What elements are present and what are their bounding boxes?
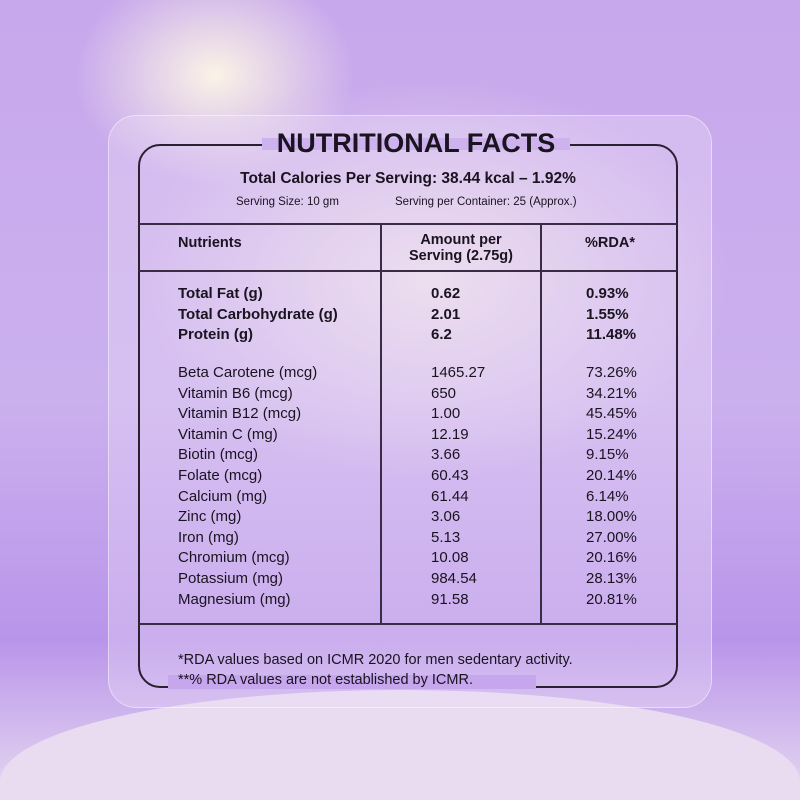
table-row: Zinc (mg) 3.06 18.00%	[140, 508, 676, 528]
nutrient-rda: 20.81%	[586, 590, 637, 608]
table-row: Vitamin B6 (mcg) 650 34.21%	[140, 385, 676, 405]
header-rda: %RDA*	[585, 235, 635, 251]
nutrient-rda: 18.00%	[586, 508, 637, 526]
nutrient-amount: 984.54	[431, 570, 477, 587]
table-row: Magnesium (mg) 91.58 20.81%	[140, 591, 676, 611]
page-title: NUTRITIONAL FACTS	[276, 128, 556, 158]
nutrient-amount: 3.66	[431, 446, 461, 464]
nutrient-rda: 73.26%	[586, 364, 637, 381]
nutrient-name: Beta Carotene (mcg)	[178, 364, 318, 381]
table-row: Potassium (mg) 984.54 28.13%	[140, 570, 676, 590]
nutrient-name: Folate (mcg)	[178, 467, 263, 484]
header-amount-line1: Amount per	[420, 232, 502, 248]
nutrient-amount: 1465.27	[431, 364, 486, 381]
nutrient-amount: 60.43	[431, 467, 469, 484]
nutrient-name: Magnesium (mg)	[178, 590, 291, 608]
footnote-2: **% RDA values are not established by IC…	[178, 672, 473, 688]
nutrient-amount: 91.58	[431, 590, 469, 608]
nutrient-amount: 61.44	[431, 487, 469, 505]
nutrient-amount: 650	[431, 384, 457, 402]
serving-size: Serving Size: 10 gm	[236, 196, 339, 208]
nutrient-rda: 9.15%	[586, 446, 629, 464]
nutrient-amount: 6.2	[431, 326, 452, 344]
table-row: Beta Carotene (mcg) 1465.27 73.26%	[140, 364, 676, 384]
divider	[139, 270, 677, 272]
nutrient-rda: 34.21%	[586, 384, 637, 402]
footnote-1: *RDA values based on ICMR 2020 for men s…	[178, 652, 573, 668]
column-divider	[380, 224, 382, 624]
table-row: Total Fat (g) 0.62 0.93%	[140, 285, 676, 305]
table-row: Folate (mcg) 60.43 20.14%	[140, 467, 676, 487]
table-row: Biotin (mcg) 3.66 9.15%	[140, 446, 676, 466]
nutrient-name: Potassium (mg)	[178, 570, 284, 587]
table-row: Calcium (mg) 61.44 6.14%	[140, 488, 676, 508]
nutrient-name: Vitamin C (mg)	[178, 425, 278, 443]
nutrient-name: Zinc (mg)	[178, 508, 242, 526]
footnote-gap	[168, 675, 536, 689]
nutrient-name: Total Carbohydrate (g)	[178, 305, 338, 323]
nutrient-rda: 20.14%	[586, 467, 637, 484]
nutrient-name: Chromium (mcg)	[178, 549, 290, 567]
nutrient-amount: 12.19	[431, 425, 469, 443]
serving-per-container: Serving per Container: 25 (Approx.)	[395, 196, 577, 208]
header-amount-line2: Serving (2.75g)	[409, 248, 513, 264]
table-row: Total Carbohydrate (g) 2.01 1.55%	[140, 306, 676, 326]
total-calories: Total Calories Per Serving: 38.44 kcal –…	[240, 170, 576, 187]
label-card	[108, 115, 712, 708]
nutrient-name: Iron (mg)	[178, 528, 239, 546]
nutrient-rda: 20.16%	[586, 549, 637, 567]
nutrient-amount: 0.62	[431, 285, 461, 302]
nutrient-name: Vitamin B6 (mcg)	[178, 384, 293, 402]
table-row: Chromium (mcg) 10.08 20.16%	[140, 549, 676, 569]
divider	[139, 223, 677, 225]
header-nutrients: Nutrients	[178, 235, 242, 251]
nutrient-amount: 3.06	[431, 508, 461, 526]
nutrient-rda: 28.13%	[586, 570, 637, 587]
nutrient-name: Protein (g)	[178, 326, 253, 344]
nutrient-name: Vitamin B12 (mcg)	[178, 405, 302, 423]
nutrient-rda: 1.55%	[586, 305, 629, 323]
header-amount: Amount per Serving (2.75g)	[382, 232, 540, 264]
nutrient-rda: 6.14%	[586, 487, 629, 505]
column-divider	[540, 224, 542, 624]
table-row: Vitamin C (mg) 12.19 15.24%	[140, 426, 676, 446]
nutrient-rda: 0.93%	[586, 285, 629, 302]
nutrient-name: Biotin (mcg)	[178, 446, 259, 464]
nutrient-rda: 27.00%	[586, 528, 637, 546]
nutrient-amount: 5.13	[431, 528, 461, 546]
table-row: Vitamin B12 (mcg) 1.00 45.45%	[140, 405, 676, 425]
table-row: Iron (mg) 5.13 27.00%	[140, 529, 676, 549]
divider	[139, 623, 677, 625]
table-row: Protein (g) 6.2 11.48%	[140, 326, 676, 346]
nutrient-amount: 10.08	[431, 549, 469, 567]
nutrient-rda: 45.45%	[586, 405, 637, 423]
nutrient-amount: 2.01	[431, 305, 461, 323]
nutrient-rda: 15.24%	[586, 425, 637, 443]
nutrient-rda: 11.48%	[586, 326, 637, 344]
nutrient-amount: 1.00	[431, 405, 461, 423]
nutrient-name: Calcium (mg)	[178, 487, 268, 505]
title-gap	[262, 138, 570, 150]
nutrient-name: Total Fat (g)	[178, 285, 263, 302]
